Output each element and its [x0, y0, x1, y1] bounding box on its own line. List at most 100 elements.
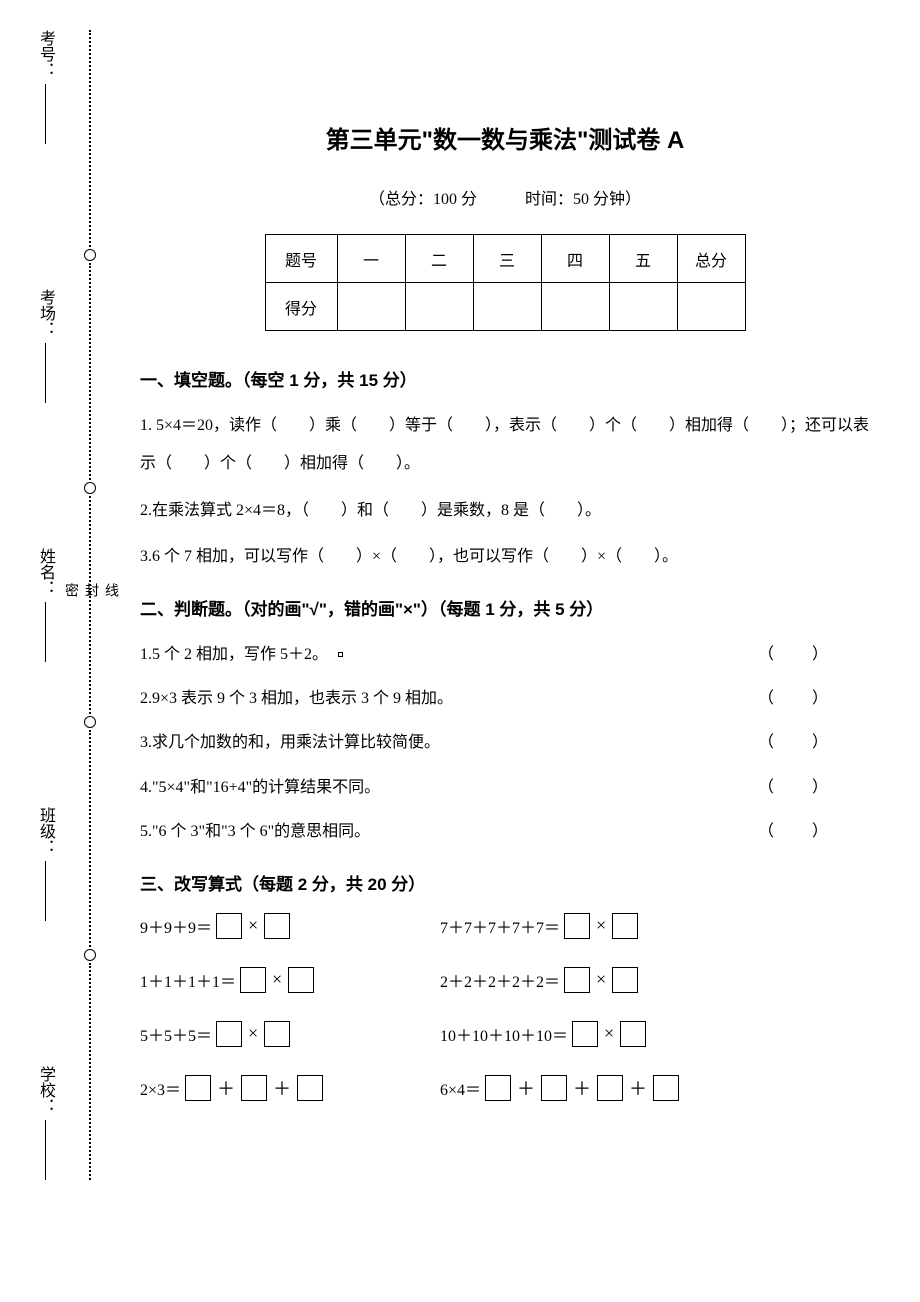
label-text: 考场：	[33, 289, 57, 337]
section-1-heading: 一、填空题。（每空 1 分，共 15 分）	[140, 366, 870, 391]
subtitle-part: 分	[457, 191, 477, 208]
op-plus: ＋	[629, 1075, 647, 1101]
expr-text: 7＋7＋7＋7＋7＝	[440, 914, 560, 938]
subtitle-part: 分钟）	[589, 191, 641, 208]
main-content: 第三单元"数一数与乘法"测试卷 A （总分：100 分 时间：50 分钟） 题号…	[140, 120, 870, 1101]
tf-question-1: 1.5 个 2 相加，写作 5＋2。 （ ）	[140, 636, 870, 674]
op-plus: ＋	[517, 1075, 535, 1101]
rewrite-item: 10＋10＋10＋10＝ ×	[440, 1021, 800, 1047]
op-times: ×	[272, 969, 282, 990]
tf-text: 4."5×4"和"16+4"的计算结果不同。	[140, 769, 380, 807]
header-cell: 一	[337, 235, 405, 283]
blank-line	[45, 1120, 46, 1180]
answer-box	[185, 1075, 211, 1101]
blank-line	[45, 343, 46, 403]
subtitle: （总分：100 分 时间：50 分钟）	[140, 185, 870, 209]
score-cell	[609, 283, 677, 331]
tf-text: 5."6 个 3"和"3 个 6"的意思相同。	[140, 813, 370, 851]
tf-answer-paren: （ ）	[758, 680, 830, 718]
header-cell: 题号	[265, 235, 337, 283]
dotted-segment	[89, 263, 91, 480]
circle-marker	[84, 716, 96, 728]
answer-box	[288, 967, 314, 993]
rewrite-grid: 9＋9＋9＝ × 7＋7＋7＋7＋7＝ × 1＋1＋1＋1＝ × 2＋2＋2＋2…	[140, 913, 870, 1101]
seal-char: 密	[60, 583, 80, 627]
section-3-heading: 三、改写算式（每题 2 分，共 20 分）	[140, 870, 870, 895]
time-limit: 50	[573, 191, 589, 208]
expr-text: 2×3＝	[140, 1076, 181, 1100]
subtitle-gap	[477, 191, 525, 208]
op-plus: ＋	[573, 1075, 591, 1101]
expr-text: 5＋5＋5＝	[140, 1022, 212, 1046]
tf-question-3: 3.求几个加数的和，用乘法计算比较简便。 （ ）	[140, 724, 870, 762]
op-times: ×	[604, 1023, 614, 1044]
tf-body: 1.5 个 2 相加，写作 5＋2。	[140, 646, 320, 663]
score-cell	[541, 283, 609, 331]
rewrite-item: 5＋5＋5＝ ×	[140, 1021, 440, 1047]
question-1-1: 1. 5×4＝20，读作（ ）乘（ ）等于（ ），表示（ ）个（ ）相加得（ ）…	[140, 407, 870, 484]
label-text: 考号：	[33, 30, 57, 78]
header-cell: 四	[541, 235, 609, 283]
expr-text: 2＋2＋2＋2＋2＝	[440, 968, 560, 992]
op-plus: ＋	[273, 1075, 291, 1101]
blank-line	[45, 84, 46, 144]
tf-answer-paren: （ ）	[758, 813, 830, 851]
tf-question-4: 4."5×4"和"16+4"的计算结果不同。 （ ）	[140, 769, 870, 807]
answer-box	[485, 1075, 511, 1101]
label-text: 班级：	[33, 807, 57, 855]
answer-box	[297, 1075, 323, 1101]
answer-box	[264, 1021, 290, 1047]
answer-box	[564, 913, 590, 939]
expr-text: 9＋9＋9＝	[140, 914, 212, 938]
seal-line-labels: 线 封 密	[106, 30, 120, 1180]
row-label-cell: 得分	[265, 283, 337, 331]
header-cell: 二	[405, 235, 473, 283]
question-1-3: 3.6 个 7 相加，可以写作（ ）×（ ），也可以写作（ ）×（ ）。	[140, 538, 870, 576]
seal-char: 线	[100, 583, 120, 627]
blank-line	[45, 861, 46, 921]
expr-text: 10＋10＋10＋10＝	[440, 1022, 568, 1046]
rewrite-item: 2×3＝ ＋ ＋	[140, 1075, 440, 1101]
dotted-segment	[89, 963, 91, 1180]
score-cell	[473, 283, 541, 331]
score-cell	[677, 283, 745, 331]
table-header-row: 题号 一 二 三 四 五 总分	[265, 235, 745, 283]
dotted-segment	[89, 30, 91, 247]
seal-char: 封	[80, 583, 100, 627]
header-cell: 总分	[677, 235, 745, 283]
side-label-exam-room: 考场：	[33, 289, 57, 403]
op-plus: ＋	[217, 1075, 235, 1101]
label-text: 学校：	[33, 1066, 57, 1114]
answer-box	[240, 967, 266, 993]
side-label-name: 姓名：	[33, 548, 57, 662]
answer-box	[597, 1075, 623, 1101]
answer-box	[216, 913, 242, 939]
expr-text: 6×4＝	[440, 1076, 481, 1100]
answer-box	[216, 1021, 242, 1047]
answer-box	[572, 1021, 598, 1047]
circle-marker	[84, 249, 96, 261]
side-label-class: 班级：	[33, 807, 57, 921]
tf-answer-paren: （ ）	[758, 724, 830, 762]
section-2-heading: 二、判断题。（对的画"√"，错的画"×"）（每题 1 分，共 5 分）	[140, 595, 870, 620]
subtitle-part: 时间：	[525, 191, 573, 208]
rewrite-item: 7＋7＋7＋7＋7＝ ×	[440, 913, 800, 939]
op-times: ×	[596, 915, 606, 936]
header-cell: 三	[473, 235, 541, 283]
answer-box	[241, 1075, 267, 1101]
answer-box	[564, 967, 590, 993]
tf-question-2: 2.9×3 表示 9 个 3 相加，也表示 3 个 9 相加。 （ ）	[140, 680, 870, 718]
op-times: ×	[248, 1023, 258, 1044]
rewrite-item: 9＋9＋9＝ ×	[140, 913, 440, 939]
answer-box	[620, 1021, 646, 1047]
tf-text: 3.求几个加数的和，用乘法计算比较简便。	[140, 724, 440, 762]
op-times: ×	[248, 915, 258, 936]
score-table: 题号 一 二 三 四 五 总分 得分	[265, 234, 746, 331]
op-times: ×	[596, 969, 606, 990]
rewrite-item: 2＋2＋2＋2＋2＝ ×	[440, 967, 800, 993]
circle-marker	[84, 482, 96, 494]
rewrite-item: 1＋1＋1＋1＝ ×	[140, 967, 440, 993]
answer-box	[612, 913, 638, 939]
side-label-exam-number: 考号：	[33, 30, 57, 144]
table-score-row: 得分	[265, 283, 745, 331]
